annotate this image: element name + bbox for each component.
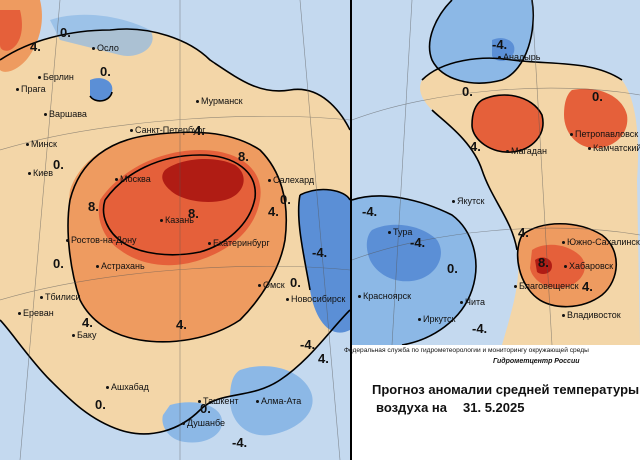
isoline-label: 0. xyxy=(100,64,111,79)
isoline-label: 0. xyxy=(280,192,291,207)
city-label: Прага xyxy=(16,84,46,94)
isoline-label: -4. xyxy=(232,435,248,450)
east-map-panel: Анадырь Петропавловск Магадан Камчатский… xyxy=(352,0,640,345)
agency-name: Федеральная служба по гидрометеорологии … xyxy=(344,347,589,354)
isoline-label: -4. xyxy=(362,204,378,219)
city-label: Мурманск xyxy=(196,96,243,106)
cold-area-scandinavia xyxy=(50,14,153,56)
isoline-label: 0. xyxy=(95,397,106,412)
isoline-label: 0. xyxy=(53,157,64,172)
very-cold-area-siberia xyxy=(366,224,441,282)
isoline-label: -4. xyxy=(492,37,508,52)
city-label: Тбилиси xyxy=(40,292,81,302)
city-label: Минск xyxy=(26,139,57,149)
city-label: Баку xyxy=(72,330,96,340)
city-label: Омск xyxy=(258,280,285,290)
forecast-subtitle-prefix: воздуха на xyxy=(376,400,448,415)
isoline-label: 0. xyxy=(60,25,71,40)
panel-divider xyxy=(350,0,352,460)
isoline-label: 0. xyxy=(447,261,458,276)
isoline-label: 0. xyxy=(290,275,301,290)
extreme-anomaly-area xyxy=(162,158,244,202)
west-map-panel: Осло Берлин Прага Варшава Мурманск Санкт… xyxy=(0,0,350,460)
map-graticule xyxy=(352,0,640,345)
city-label: Чита xyxy=(460,297,485,307)
city-label: Душанбе xyxy=(182,418,225,428)
city-label: Осло xyxy=(92,43,119,53)
isoline-label: 4. xyxy=(470,139,481,154)
cold-area-pamir xyxy=(162,402,223,443)
city-label: Ереван xyxy=(18,308,54,318)
isoline-label: 8. xyxy=(88,199,99,214)
east-anomaly-map xyxy=(352,0,640,345)
city-label: Анадырь xyxy=(498,52,540,62)
isoline-label: -4. xyxy=(472,321,488,336)
isoline-label: 4. xyxy=(582,279,593,294)
isoline-label: 8. xyxy=(538,255,549,270)
hot-area-kamchatka xyxy=(564,88,628,149)
city-label: Красноярск xyxy=(358,291,411,301)
city-label: Алма-Ата xyxy=(256,396,301,406)
city-label: Магадан xyxy=(506,146,547,156)
isoline-label: 8. xyxy=(238,149,249,164)
hot-area-magadan xyxy=(472,95,543,153)
isoline-label: 0. xyxy=(200,401,211,416)
isoline-label: 0. xyxy=(53,256,64,271)
city-label: Салехард xyxy=(268,175,314,185)
isoline-label: 4. xyxy=(268,204,279,219)
city-label: Южно-Сахалинск xyxy=(562,237,640,247)
city-label: Москва xyxy=(115,174,151,184)
isoline-label: -4. xyxy=(312,245,328,260)
isoline-label: -4. xyxy=(300,337,316,352)
cold-area-central-asia xyxy=(230,366,313,436)
city-label: Екатеринбург xyxy=(208,238,270,248)
isotherm-contours xyxy=(352,0,623,345)
cold-area-siberia xyxy=(298,189,350,333)
very-cold-spot-chukotka xyxy=(492,38,515,61)
city-label: Ташкент xyxy=(198,396,238,406)
city-label: Астрахань xyxy=(96,261,145,271)
isoline-label: -4. xyxy=(410,235,426,250)
city-label: Ростов-на-Дону xyxy=(66,235,137,245)
isoline-label: 4. xyxy=(318,351,329,366)
city-label: Санкт-Петербург xyxy=(130,125,206,135)
isotherm-contours xyxy=(0,28,350,435)
very-hot-area-nw xyxy=(0,10,22,51)
city-label: Новосибирск xyxy=(286,294,345,304)
city-label: Казань xyxy=(160,215,194,225)
isoline-label: 8. xyxy=(188,206,199,221)
city-label: Владивосток xyxy=(562,310,621,320)
city-label: Петропавловск xyxy=(570,129,638,139)
city-label: Тура xyxy=(388,227,412,237)
city-label: Киев xyxy=(28,168,53,178)
city-label: Хабаровск xyxy=(564,261,613,271)
center-name: Гидрометцентр России xyxy=(493,358,580,365)
city-label: Якутск xyxy=(452,196,485,206)
city-label: Варшава xyxy=(44,109,87,119)
city-label: Берлин xyxy=(38,72,74,82)
forecast-date: 31. 5.2025 xyxy=(463,400,525,415)
isoline-label: 0. xyxy=(592,89,603,104)
city-label: Благовещенск xyxy=(514,281,579,291)
isoline-label: 0. xyxy=(462,84,473,99)
forecast-subtitle: воздуха на 31. 5.2025 xyxy=(376,400,524,415)
isoline-label: 4. xyxy=(194,123,205,138)
isoline-label: 4. xyxy=(176,317,187,332)
cold-spot-baltic xyxy=(90,78,113,101)
isoline-label: 4. xyxy=(82,315,93,330)
city-label: Камчатский xyxy=(588,143,640,153)
isoline-label: 4. xyxy=(518,225,529,240)
isoline-label: 4. xyxy=(30,39,41,54)
info-block xyxy=(352,345,640,460)
forecast-title: Прогноз аномалии средней температуры xyxy=(372,382,640,397)
very-hot-area-amur xyxy=(530,244,585,289)
city-label: Иркутск xyxy=(418,314,455,324)
city-label: Ашхабад xyxy=(106,382,149,392)
map-graticule xyxy=(0,0,350,460)
west-anomaly-map xyxy=(0,0,350,460)
